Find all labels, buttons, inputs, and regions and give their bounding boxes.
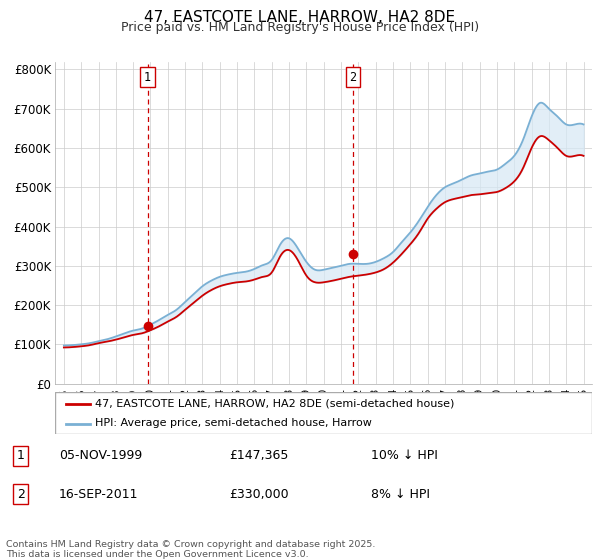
FancyBboxPatch shape (55, 392, 592, 434)
Text: 05-NOV-1999: 05-NOV-1999 (59, 449, 142, 462)
Text: 8% ↓ HPI: 8% ↓ HPI (371, 488, 430, 501)
Text: 10% ↓ HPI: 10% ↓ HPI (371, 449, 437, 462)
Text: 1: 1 (144, 71, 151, 84)
Text: 47, EASTCOTE LANE, HARROW, HA2 8DE (semi-detached house): 47, EASTCOTE LANE, HARROW, HA2 8DE (semi… (95, 399, 455, 409)
Text: £147,365: £147,365 (229, 449, 289, 462)
Text: Contains HM Land Registry data © Crown copyright and database right 2025.
This d: Contains HM Land Registry data © Crown c… (6, 540, 376, 559)
Text: £330,000: £330,000 (229, 488, 289, 501)
Text: HPI: Average price, semi-detached house, Harrow: HPI: Average price, semi-detached house,… (95, 418, 373, 428)
Text: 16-SEP-2011: 16-SEP-2011 (59, 488, 139, 501)
Text: 47, EASTCOTE LANE, HARROW, HA2 8DE: 47, EASTCOTE LANE, HARROW, HA2 8DE (145, 10, 455, 25)
Text: 2: 2 (17, 488, 25, 501)
Text: 1: 1 (17, 449, 25, 462)
Text: 2: 2 (350, 71, 357, 84)
Text: Price paid vs. HM Land Registry's House Price Index (HPI): Price paid vs. HM Land Registry's House … (121, 21, 479, 34)
